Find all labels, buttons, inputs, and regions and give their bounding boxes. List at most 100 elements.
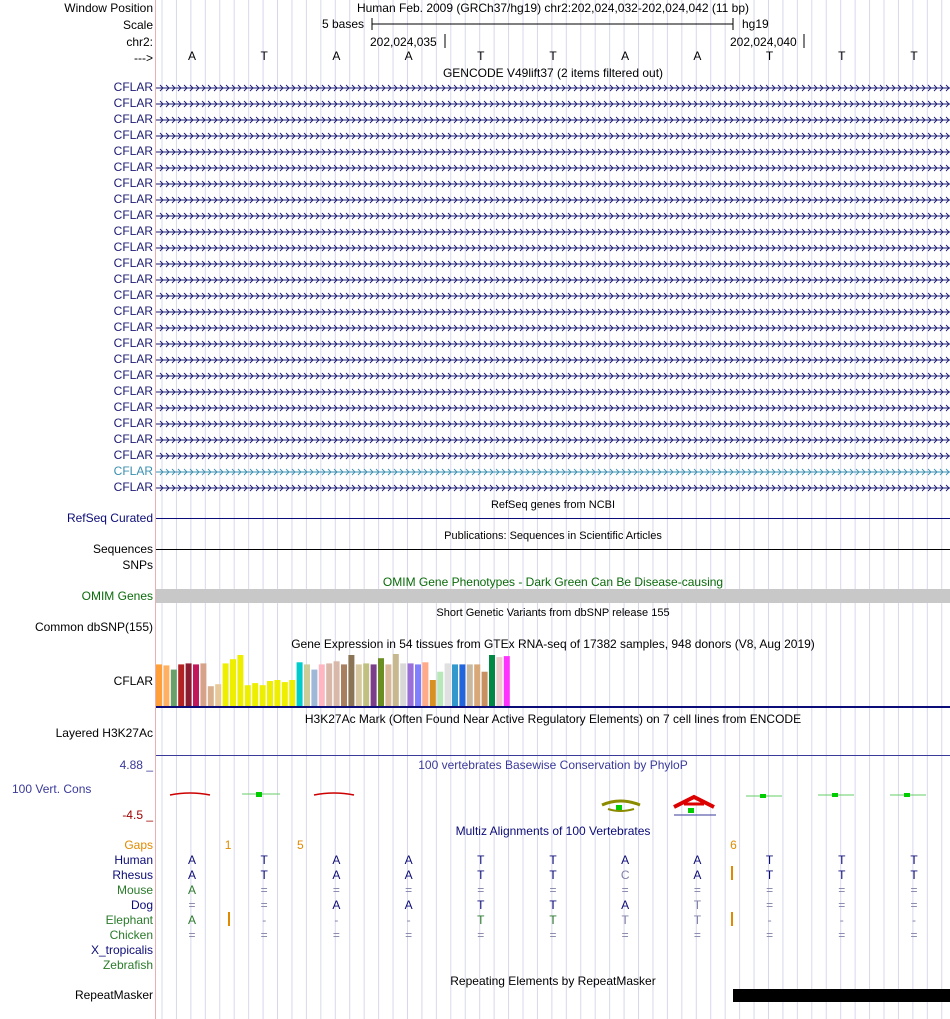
- gencode-transcript-label[interactable]: CFLAR: [113, 128, 153, 142]
- gencode-transcripts[interactable]: [156, 80, 950, 496]
- species-label[interactable]: X_tropicalis: [90, 943, 153, 957]
- gtex-tissue-bar: [466, 664, 473, 706]
- gencode-transcript-label[interactable]: CFLAR: [113, 320, 153, 334]
- h3k27ac-title[interactable]: H3K27Ac Mark (Often Found Near Active Re…: [304, 712, 802, 726]
- alignment-base: T: [838, 853, 846, 867]
- gencode-transcript-label[interactable]: CFLAR: [113, 96, 153, 110]
- gencode-transcript-label[interactable]: CFLAR: [113, 240, 153, 254]
- dbsnp-title[interactable]: Short Genetic Variants from dbSNP releas…: [436, 607, 670, 619]
- gencode-transcript-label[interactable]: CFLAR: [113, 464, 153, 478]
- gtex-tissue-bar: [333, 661, 340, 706]
- gencode-transcript-label[interactable]: CFLAR: [113, 368, 153, 382]
- alignment-base: A: [187, 883, 196, 897]
- alignment-base: T: [765, 853, 774, 867]
- gencode-transcript-label[interactable]: CFLAR: [113, 288, 153, 302]
- multiz-title[interactable]: Multiz Alignments of 100 Vertebrates: [455, 824, 651, 838]
- phylop-logo[interactable]: [156, 775, 950, 820]
- gencode-transcript-label[interactable]: CFLAR: [113, 384, 153, 398]
- snps-label[interactable]: SNPs: [122, 558, 153, 572]
- species-label[interactable]: Dog: [130, 898, 153, 912]
- gencode-transcript-label[interactable]: CFLAR: [113, 144, 153, 158]
- gencode-transcript-label[interactable]: CFLAR: [113, 336, 153, 350]
- gencode-transcript-label[interactable]: CFLAR: [113, 352, 153, 366]
- gencode-transcript-label[interactable]: CFLAR: [113, 400, 153, 414]
- browser-image[interactable]: Human Feb. 2009 (GRCh37/hg19) chr2:202,0…: [156, 0, 950, 1019]
- phylop-label[interactable]: 100 Vert. Cons: [12, 782, 92, 796]
- repeat-element-block[interactable]: [733, 989, 950, 1002]
- alignment-base: =: [693, 928, 701, 942]
- gencode-transcript: [156, 100, 950, 108]
- gap-count: 6: [730, 838, 737, 852]
- gtex-tissue-bar: [170, 669, 177, 706]
- gtex-tissue-bar: [281, 682, 288, 706]
- gtex-tissue-bar: [355, 664, 362, 706]
- gtex-bar-chart[interactable]: [156, 652, 950, 710]
- gencode-transcript-label[interactable]: CFLAR: [113, 160, 153, 174]
- refseq-label[interactable]: RefSeq Curated: [66, 511, 153, 525]
- gencode-transcript: [156, 292, 950, 300]
- species-label[interactable]: Human: [114, 853, 153, 867]
- refseq-gene-line[interactable]: [156, 518, 950, 519]
- refseq-title[interactable]: RefSeq genes from NCBI: [490, 499, 616, 511]
- dbsnp-label[interactable]: Common dbSNP(155): [34, 620, 153, 634]
- species-label[interactable]: Rhesus: [112, 868, 153, 882]
- alignment-base: =: [910, 898, 918, 912]
- gencode-transcript: [156, 260, 950, 268]
- gencode-transcript-label[interactable]: CFLAR: [113, 256, 153, 270]
- repeatmasker-label[interactable]: RepeatMasker: [74, 988, 153, 1002]
- gencode-transcript-label[interactable]: CFLAR: [113, 224, 153, 238]
- gtex-tissue-bar: [252, 683, 259, 706]
- alignment-base: T: [260, 853, 268, 867]
- gencode-transcript-label[interactable]: CFLAR: [113, 448, 153, 462]
- species-label[interactable]: Chicken: [109, 928, 153, 942]
- gencode-transcript-label[interactable]: CFLAR: [113, 80, 153, 94]
- publications-line[interactable]: [156, 549, 950, 550]
- gencode-transcript-label[interactable]: CFLAR: [113, 208, 153, 222]
- gencode-transcript-label[interactable]: CFLAR: [113, 480, 153, 494]
- gencode-title[interactable]: GENCODE V49lift37 (2 items filtered out): [442, 66, 664, 80]
- gencode-transcript-label[interactable]: CFLAR: [113, 112, 153, 126]
- gtex-title[interactable]: Gene Expression in 54 tissues from GTEx …: [291, 637, 815, 651]
- gtex-tissue-bar: [392, 654, 399, 706]
- gencode-transcript: [156, 356, 950, 364]
- omim-title[interactable]: OMIM Gene Phenotypes - Dark Green Can Be…: [382, 575, 724, 589]
- gtex-tissue-bar: [503, 656, 510, 706]
- omim-label[interactable]: OMIM Genes: [81, 589, 153, 603]
- repeatmasker-title[interactable]: Repeating Elements by RepeatMasker: [450, 974, 656, 988]
- phylop-title[interactable]: 100 vertebrates Basewise Conservation by…: [418, 758, 688, 772]
- ruler-base: A: [621, 49, 630, 63]
- gencode-transcript-label[interactable]: CFLAR: [113, 432, 153, 446]
- gencode-transcript: [156, 148, 950, 156]
- gtex-label[interactable]: CFLAR: [113, 674, 153, 688]
- gencode-transcript-label[interactable]: CFLAR: [113, 304, 153, 318]
- gtex-tissue-bar: [459, 664, 466, 706]
- alignment-base: =: [260, 898, 268, 912]
- gencode-transcript-label[interactable]: CFLAR: [113, 416, 153, 430]
- gap-count: 5: [296, 838, 304, 852]
- alignment-base: A: [404, 898, 413, 912]
- publications-label[interactable]: Sequences: [92, 542, 153, 556]
- species-label[interactable]: Elephant: [105, 913, 153, 927]
- gencode-transcript-label[interactable]: CFLAR: [113, 192, 153, 206]
- publications-title[interactable]: Publications: Sequences in Scientific Ar…: [444, 530, 662, 542]
- gtex-tissue-bar: [289, 680, 296, 706]
- gencode-transcript-label[interactable]: CFLAR: [113, 272, 153, 286]
- alignment-base: T: [477, 898, 485, 912]
- alignment-base: -: [406, 913, 411, 927]
- gtex-tissue-bar: [207, 686, 214, 706]
- gencode-transcript-label[interactable]: CFLAR: [113, 176, 153, 190]
- omim-gene-bar[interactable]: [156, 589, 950, 603]
- alignment-base: =: [477, 928, 485, 942]
- alignment-base: =: [477, 883, 485, 897]
- ruler-base: T: [838, 49, 846, 63]
- alignment-base: =: [549, 928, 557, 942]
- gencode-transcript: [156, 164, 950, 172]
- alignment-base: T: [477, 853, 485, 867]
- species-label[interactable]: Zebrafish: [102, 958, 153, 972]
- species-label[interactable]: Mouse: [116, 883, 153, 897]
- ruler-base: A: [404, 49, 413, 63]
- track-divider: [155, 0, 156, 1019]
- h3k27ac-label[interactable]: Layered H3K27Ac: [55, 726, 153, 740]
- gtex-tissue-bar: [178, 664, 185, 706]
- alignment-base: =: [693, 883, 701, 897]
